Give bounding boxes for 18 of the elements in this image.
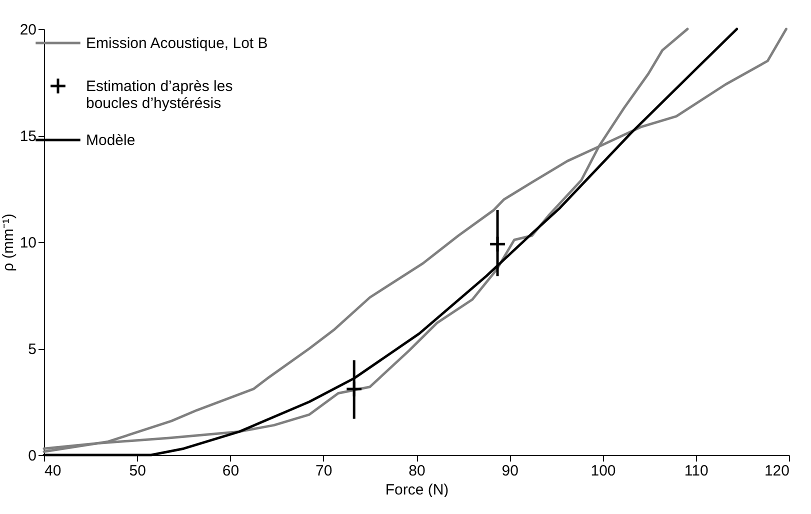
y-axis-title: ρ (mm⁻¹) [0, 214, 17, 272]
x-tick-label: 60 [222, 462, 240, 480]
legend-label: Modèle [86, 132, 136, 149]
x-tick-label: 120 [764, 462, 790, 480]
y-tick-label: 10 [20, 234, 36, 252]
x-tick-label: 80 [408, 462, 426, 480]
legend-label: Estimation d’après les boucles d’hystérésis [86, 78, 233, 112]
y-tick-label: 20 [20, 22, 36, 38]
y-tick-label: 15 [20, 128, 36, 145]
x-tick-label: 40 [44, 462, 62, 480]
x-tick-label: 50 [129, 462, 146, 480]
legend-label: Emission Acoustique, Lot B [86, 35, 268, 52]
x-tick-label: 100 [590, 462, 616, 480]
y-tick-label: 0 [28, 448, 36, 464]
y-tick-label: 5 [28, 341, 36, 358]
x-tick-label: 90 [502, 462, 518, 480]
x-tick-label: 70 [316, 462, 332, 480]
x-tick-label: 110 [684, 462, 708, 480]
